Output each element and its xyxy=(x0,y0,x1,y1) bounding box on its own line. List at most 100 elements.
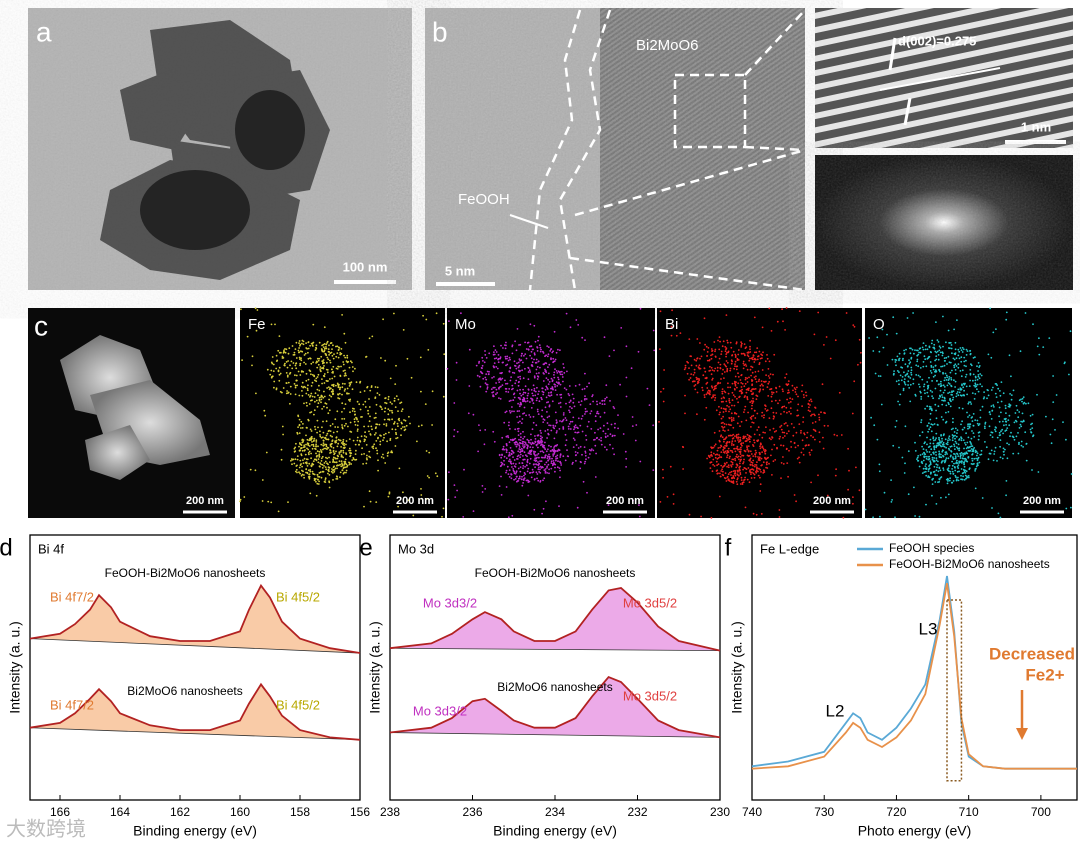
x-tick-label: 164 xyxy=(110,805,130,819)
x-tick-label: 700 xyxy=(1031,805,1051,819)
boundary-lines xyxy=(528,9,806,292)
panel-label: c xyxy=(34,310,48,341)
eds-dots xyxy=(239,307,446,518)
lattice-label: d(002)=0.275 xyxy=(898,33,976,48)
eds-map xyxy=(865,308,1072,518)
x-tick-label: 160 xyxy=(230,805,250,819)
x-tick-label: 158 xyxy=(290,805,310,819)
eds-map xyxy=(657,308,862,518)
annotation: Mo 3d5/2 xyxy=(623,688,677,703)
series-line xyxy=(751,583,1077,770)
panel-c: c 200 nm Fe 200 nm Mo 200 nm Bi 200 nm O 200 nm xyxy=(28,307,1073,519)
x-tick-label: 156 xyxy=(350,805,370,819)
x-tick-label: 730 xyxy=(814,805,834,819)
highlight-box xyxy=(946,599,963,782)
scale-bar-label: 200 nm xyxy=(1023,495,1061,507)
particles xyxy=(60,335,210,480)
x-tick-label: 236 xyxy=(462,805,482,819)
panel-label: f xyxy=(725,534,732,561)
eds-dots xyxy=(864,307,1073,519)
annotation: Decreased xyxy=(989,644,1075,663)
scale-bar-label: 200 nm xyxy=(606,495,644,507)
annotation: Fe2+ xyxy=(1025,665,1064,684)
scale-bar-label: 1 nm xyxy=(1021,119,1051,134)
x-axis-title: Binding energy (eV) xyxy=(133,823,257,839)
annotation: Bi 4f7/2 xyxy=(50,589,94,604)
peak-area xyxy=(30,585,360,654)
panel-label: e xyxy=(359,534,372,561)
phase-label: Bi2MoO6 xyxy=(636,37,699,54)
series-label: Bi2MoO6 nanosheets xyxy=(127,684,242,698)
arrow-head xyxy=(1016,728,1028,740)
annotation: Mo 3d3/2 xyxy=(413,703,467,718)
legend-label: FeOOH species xyxy=(889,541,974,555)
annotation: Mo 3d3/2 xyxy=(423,595,477,610)
x-tick-label: 162 xyxy=(170,805,190,819)
peak-area xyxy=(390,677,720,738)
scale-bar-label: 100 nm xyxy=(343,259,388,274)
panel-label: d xyxy=(0,534,13,561)
scale-bar-label: 200 nm xyxy=(813,495,851,507)
x-tick-label: 230 xyxy=(710,805,730,819)
panel-label: b xyxy=(432,16,448,47)
y-axis-title: Intensity (a. u.) xyxy=(7,621,23,714)
baseline xyxy=(389,732,721,738)
baseline xyxy=(29,727,361,741)
x-tick-label: 166 xyxy=(50,805,70,819)
x-tick-label: 720 xyxy=(886,805,906,819)
panel-label: a xyxy=(36,16,52,47)
baseline xyxy=(389,647,721,652)
eds-dots xyxy=(446,307,656,519)
x-axis-title: Photo energy (eV) xyxy=(858,823,972,839)
scale-bar-label: 200 nm xyxy=(186,495,224,507)
annotation: Mo 3d xyxy=(398,541,434,556)
arrow xyxy=(903,97,912,126)
element-label: Bi xyxy=(665,316,678,333)
peak-area xyxy=(30,684,360,740)
x-tick-label: 238 xyxy=(380,805,400,819)
annotation: Mo 3d5/2 xyxy=(623,595,677,610)
baseline xyxy=(29,638,361,654)
phase-label: FeOOH xyxy=(458,191,510,208)
annotation: Bi 4f xyxy=(38,541,64,556)
x-tick-label: 710 xyxy=(959,805,979,819)
series-label: FeOOH-Bi2MoO6 nanosheets xyxy=(475,566,636,580)
plot-frame xyxy=(751,534,1078,801)
eds-dots xyxy=(658,307,862,519)
element-label: Fe xyxy=(248,316,266,333)
y-axis-title: Intensity (a. u.) xyxy=(729,621,745,714)
watermark: 大数跨境 xyxy=(6,817,86,840)
annotation: L3 xyxy=(919,619,938,638)
scale-bar-label: 200 nm xyxy=(396,495,434,507)
x-tick-label: 232 xyxy=(627,805,647,819)
plot-frame xyxy=(29,534,361,801)
y-axis-title: Intensity (a. u.) xyxy=(367,621,383,714)
annotation: Bi 4f7/2 xyxy=(50,697,94,712)
scale-bar-label: 5 nm xyxy=(445,263,475,278)
series-label: FeOOH-Bi2MoO6 nanosheets xyxy=(105,566,266,580)
series-line xyxy=(29,583,361,654)
eds-map xyxy=(240,308,445,518)
annotation: L2 xyxy=(826,701,845,720)
element-label: O xyxy=(873,316,885,333)
annotation: Fe L-edge xyxy=(760,541,819,556)
annotation: Bi 4f5/2 xyxy=(276,589,320,604)
panel-a: a 100 nm xyxy=(28,8,412,290)
panel-b: b Bi2MoO6 FeOOH 5 nm d(002)=0.275 1 nm xyxy=(425,8,1073,292)
series-line xyxy=(29,682,361,741)
series-line xyxy=(389,587,721,652)
arrow xyxy=(509,214,549,229)
eds-map xyxy=(447,308,655,518)
series-label: Bi2MoO6 nanosheets xyxy=(497,680,612,694)
x-tick-label: 740 xyxy=(742,805,762,819)
legend-label: FeOOH-Bi2MoO6 nanosheets xyxy=(889,557,1050,571)
x-tick-label: 234 xyxy=(545,805,565,819)
series-line xyxy=(389,676,721,739)
arrow xyxy=(888,37,897,71)
element-label: Mo xyxy=(455,316,476,333)
x-axis-title: Binding energy (eV) xyxy=(493,823,617,839)
fringe-line xyxy=(879,67,1001,91)
charts: d Binding energy (eV) Intensity (a. u.) 166… xyxy=(0,534,1078,839)
annotation: Bi 4f5/2 xyxy=(276,697,320,712)
